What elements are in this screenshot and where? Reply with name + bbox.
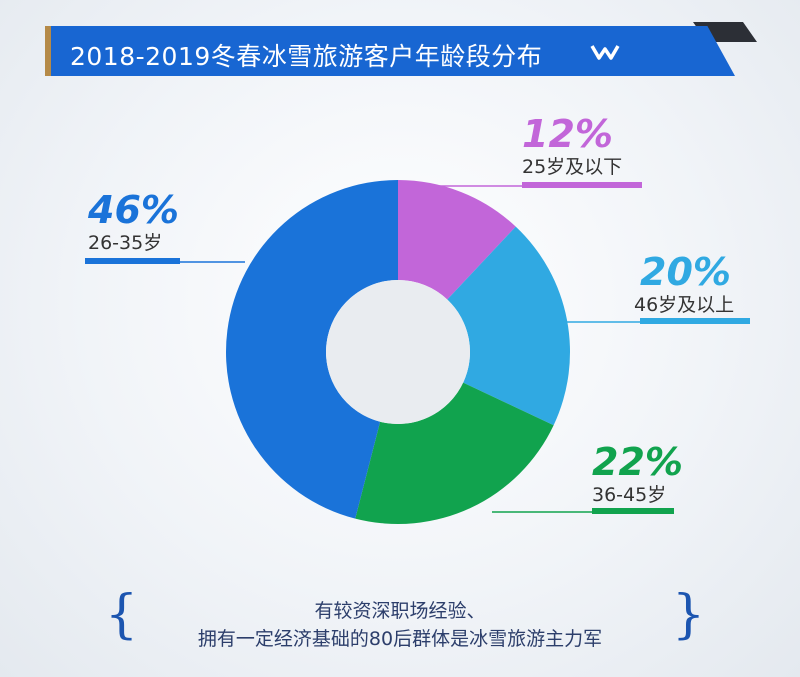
header-bar [45, 26, 735, 76]
brand-logo-icon [590, 45, 620, 60]
footer-line-1: 有较资深职场经验、 [314, 600, 486, 622]
label-pct-22: 22% [592, 440, 683, 484]
label-underline-1 [640, 318, 750, 324]
label-pct-12: 12% [522, 112, 613, 156]
donut-slice-0 [398, 180, 516, 300]
footer-brace-close: } [672, 585, 706, 645]
footer-brace-open: { [105, 585, 139, 645]
donut-slice-2 [355, 382, 554, 524]
label-underline-0 [522, 182, 642, 188]
label-cat-under-25: 25岁及以下 [522, 156, 623, 178]
label-cat-26-35: 26-35岁 [88, 232, 163, 254]
page-title: 2018-2019冬春冰雪旅游客户年龄段分布 [70, 42, 543, 71]
label-pct-46: 46% [88, 188, 179, 232]
donut-slice-1 [447, 226, 571, 426]
label-underline-2 [592, 508, 674, 514]
label-underline-3 [85, 258, 180, 264]
header-accent [45, 26, 51, 76]
donut-hole [326, 280, 470, 424]
footer-line-2: 拥有一定经济基础的80后群体是冰雪旅游主力军 [197, 628, 603, 650]
donut-slice-3 [226, 180, 398, 519]
label-cat-36-45: 36-45岁 [592, 484, 667, 506]
label-cat-46-plus: 46岁及以上 [634, 294, 735, 316]
label-pct-20: 20% [640, 250, 731, 294]
